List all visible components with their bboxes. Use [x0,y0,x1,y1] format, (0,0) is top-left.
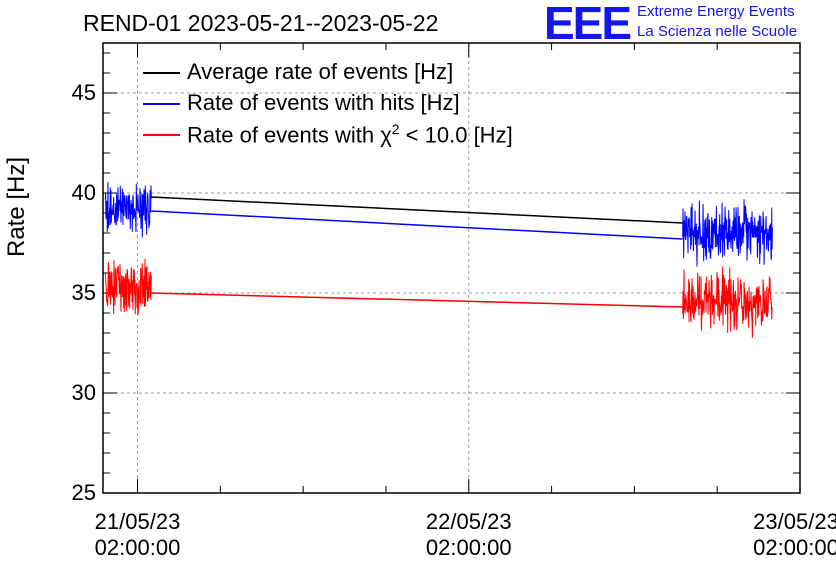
series-2-noisy-block-0 [104,258,152,315]
x-tick-time: 02:00:00 [94,535,181,560]
y-tick-label-4: 45 [71,80,96,105]
y-tick-label-0: 25 [71,480,96,505]
x-tick-time: 02:00:00 [425,535,512,560]
chart-title: REND-01 2023-05-21--2023-05-22 [83,10,439,36]
x-tick-label-1: 22/05/23 02:00:00 [409,509,529,561]
plot-frame [102,42,801,494]
y-tick-label-1: 30 [71,380,96,405]
y-tick-label-2: 35 [71,280,96,305]
logo-line-1: Extreme Energy Events [637,3,795,20]
series-2-line-segment-0 [151,292,683,308]
series-0-line-segment-0 [151,196,683,224]
x-tick-label-0: 21/05/23 02:00:00 [78,509,198,561]
x-tick-date: 23/05/23 [753,509,836,534]
y-tick-label-3: 40 [71,180,96,205]
logo-line-2: La Scienza nelle Scuole [637,23,798,40]
series-1-noisy-block-1 [682,199,773,267]
legend-label-0: Average rate of events [Hz] [187,59,454,84]
eee-logo-mark: EEE [544,0,632,49]
legend-label-1: Rate of events with hits [Hz] [187,90,460,115]
series-1-noisy-block-0 [104,182,152,238]
legend-label-2: Rate of events with χ2 < 10.0 [Hz] [187,121,513,148]
series-2-noisy-block-1 [682,266,773,338]
x-tick-time: 02:00:00 [753,535,836,560]
x-tick-date: 22/05/23 [425,509,512,534]
x-tick-label-2: 23/05/23 02:00:00 [736,509,836,561]
x-tick-date: 21/05/23 [94,509,181,534]
series-1-line-segment-0 [151,210,683,240]
